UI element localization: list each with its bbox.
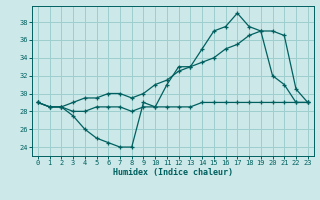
X-axis label: Humidex (Indice chaleur): Humidex (Indice chaleur) (113, 168, 233, 177)
